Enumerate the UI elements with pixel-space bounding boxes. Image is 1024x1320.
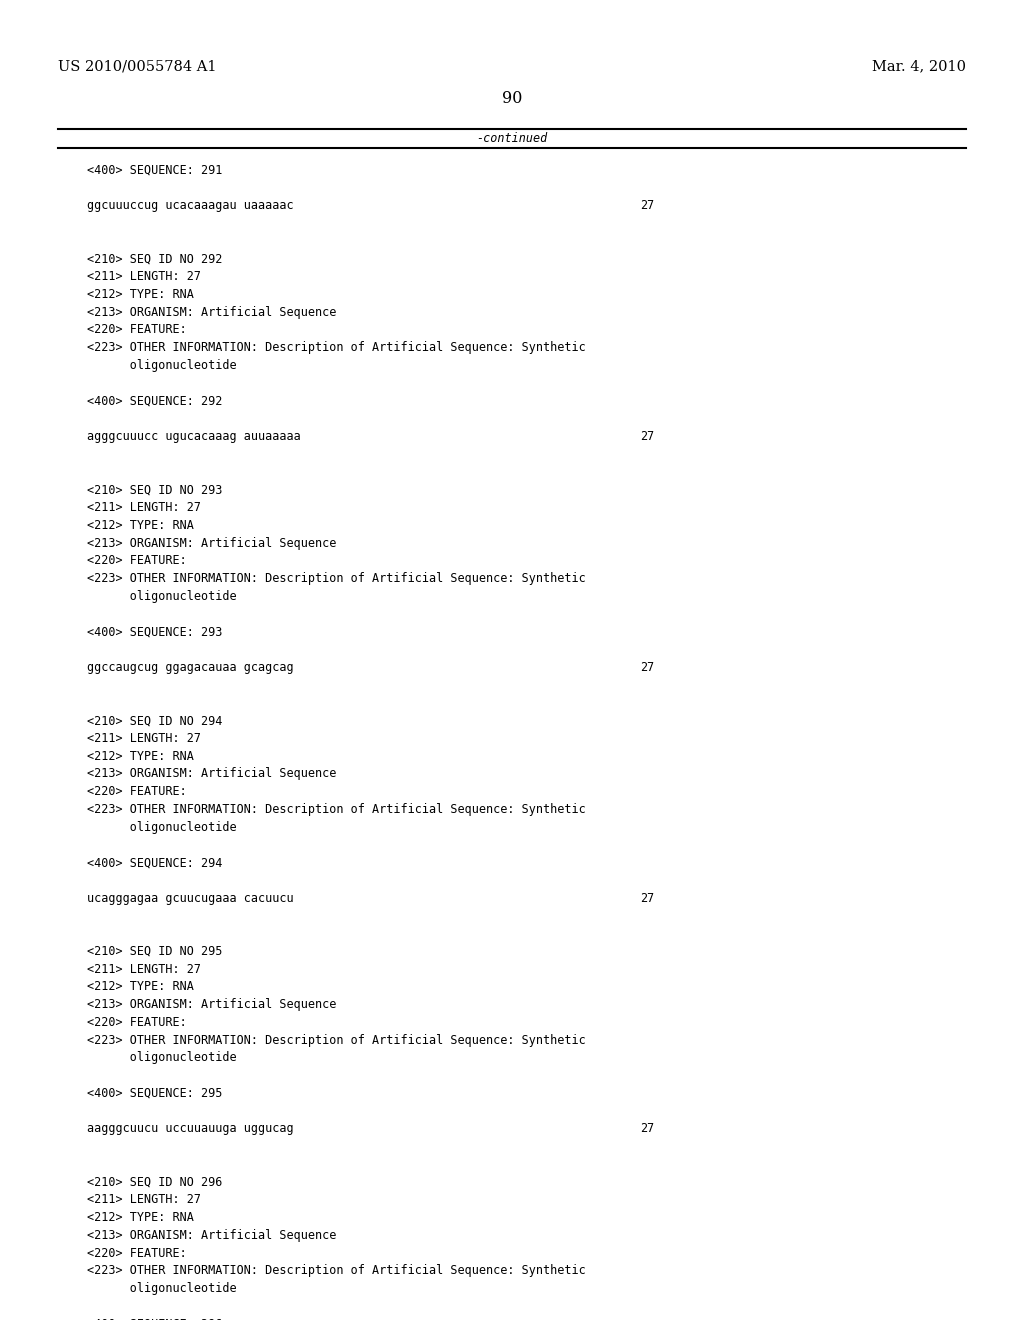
- Text: <212> TYPE: RNA: <212> TYPE: RNA: [87, 288, 194, 301]
- Text: 27: 27: [640, 661, 654, 673]
- Text: 27: 27: [640, 891, 654, 904]
- Text: <400> SEQUENCE: 296: <400> SEQUENCE: 296: [87, 1317, 222, 1320]
- Text: <223> OTHER INFORMATION: Description of Artificial Sequence: Synthetic: <223> OTHER INFORMATION: Description of …: [87, 572, 586, 585]
- Text: oligonucleotide: oligonucleotide: [87, 821, 237, 833]
- Text: US 2010/0055784 A1: US 2010/0055784 A1: [58, 59, 217, 74]
- Text: <211> LENGTH: 27: <211> LENGTH: 27: [87, 962, 201, 975]
- Text: 90: 90: [502, 90, 522, 107]
- Text: oligonucleotide: oligonucleotide: [87, 1051, 237, 1064]
- Text: <211> LENGTH: 27: <211> LENGTH: 27: [87, 271, 201, 284]
- Text: <210> SEQ ID NO 294: <210> SEQ ID NO 294: [87, 714, 222, 727]
- Text: aagggcuucu uccuuauuga uggucag: aagggcuucu uccuuauuga uggucag: [87, 1122, 294, 1135]
- Text: <400> SEQUENCE: 292: <400> SEQUENCE: 292: [87, 395, 222, 408]
- Text: agggcuuucc ugucacaaag auuaaaaa: agggcuuucc ugucacaaag auuaaaaa: [87, 430, 301, 444]
- Text: ggcuuuccug ucacaaagau uaaaaac: ggcuuuccug ucacaaagau uaaaaac: [87, 199, 294, 213]
- Text: <400> SEQUENCE: 291: <400> SEQUENCE: 291: [87, 164, 222, 177]
- Text: <211> LENGTH: 27: <211> LENGTH: 27: [87, 1193, 201, 1206]
- Text: <223> OTHER INFORMATION: Description of Artificial Sequence: Synthetic: <223> OTHER INFORMATION: Description of …: [87, 1034, 586, 1047]
- Text: -continued: -continued: [476, 132, 548, 145]
- Text: <213> ORGANISM: Artificial Sequence: <213> ORGANISM: Artificial Sequence: [87, 998, 337, 1011]
- Text: <220> FEATURE:: <220> FEATURE:: [87, 1246, 186, 1259]
- Text: ucagggagaa gcuucugaaa cacuucu: ucagggagaa gcuucugaaa cacuucu: [87, 891, 294, 904]
- Text: <213> ORGANISM: Artificial Sequence: <213> ORGANISM: Artificial Sequence: [87, 306, 337, 318]
- Text: <210> SEQ ID NO 295: <210> SEQ ID NO 295: [87, 945, 222, 958]
- Text: <212> TYPE: RNA: <212> TYPE: RNA: [87, 1212, 194, 1224]
- Text: <212> TYPE: RNA: <212> TYPE: RNA: [87, 981, 194, 994]
- Text: <213> ORGANISM: Artificial Sequence: <213> ORGANISM: Artificial Sequence: [87, 536, 337, 549]
- Text: <211> LENGTH: 27: <211> LENGTH: 27: [87, 502, 201, 513]
- Text: <220> FEATURE:: <220> FEATURE:: [87, 323, 186, 337]
- Text: <400> SEQUENCE: 293: <400> SEQUENCE: 293: [87, 626, 222, 639]
- Text: <213> ORGANISM: Artificial Sequence: <213> ORGANISM: Artificial Sequence: [87, 767, 337, 780]
- Text: ggccaugcug ggagacauaa gcagcag: ggccaugcug ggagacauaa gcagcag: [87, 661, 294, 673]
- Text: <223> OTHER INFORMATION: Description of Artificial Sequence: Synthetic: <223> OTHER INFORMATION: Description of …: [87, 341, 586, 354]
- Text: <220> FEATURE:: <220> FEATURE:: [87, 785, 186, 799]
- Text: <400> SEQUENCE: 294: <400> SEQUENCE: 294: [87, 857, 222, 869]
- Text: Mar. 4, 2010: Mar. 4, 2010: [871, 59, 966, 74]
- Text: <220> FEATURE:: <220> FEATURE:: [87, 1016, 186, 1028]
- Text: 27: 27: [640, 430, 654, 444]
- Text: <223> OTHER INFORMATION: Description of Artificial Sequence: Synthetic: <223> OTHER INFORMATION: Description of …: [87, 1265, 586, 1278]
- Text: <220> FEATURE:: <220> FEATURE:: [87, 554, 186, 568]
- Text: <212> TYPE: RNA: <212> TYPE: RNA: [87, 750, 194, 763]
- Text: 27: 27: [640, 1122, 654, 1135]
- Text: <213> ORGANISM: Artificial Sequence: <213> ORGANISM: Artificial Sequence: [87, 1229, 337, 1242]
- Text: oligonucleotide: oligonucleotide: [87, 590, 237, 603]
- Text: <210> SEQ ID NO 293: <210> SEQ ID NO 293: [87, 483, 222, 496]
- Text: <400> SEQUENCE: 295: <400> SEQUENCE: 295: [87, 1086, 222, 1100]
- Text: 27: 27: [640, 199, 654, 213]
- Text: <212> TYPE: RNA: <212> TYPE: RNA: [87, 519, 194, 532]
- Text: oligonucleotide: oligonucleotide: [87, 1282, 237, 1295]
- Text: oligonucleotide: oligonucleotide: [87, 359, 237, 372]
- Text: <210> SEQ ID NO 292: <210> SEQ ID NO 292: [87, 252, 222, 265]
- Text: <211> LENGTH: 27: <211> LENGTH: 27: [87, 731, 201, 744]
- Text: <223> OTHER INFORMATION: Description of Artificial Sequence: Synthetic: <223> OTHER INFORMATION: Description of …: [87, 803, 586, 816]
- Text: <210> SEQ ID NO 296: <210> SEQ ID NO 296: [87, 1176, 222, 1188]
